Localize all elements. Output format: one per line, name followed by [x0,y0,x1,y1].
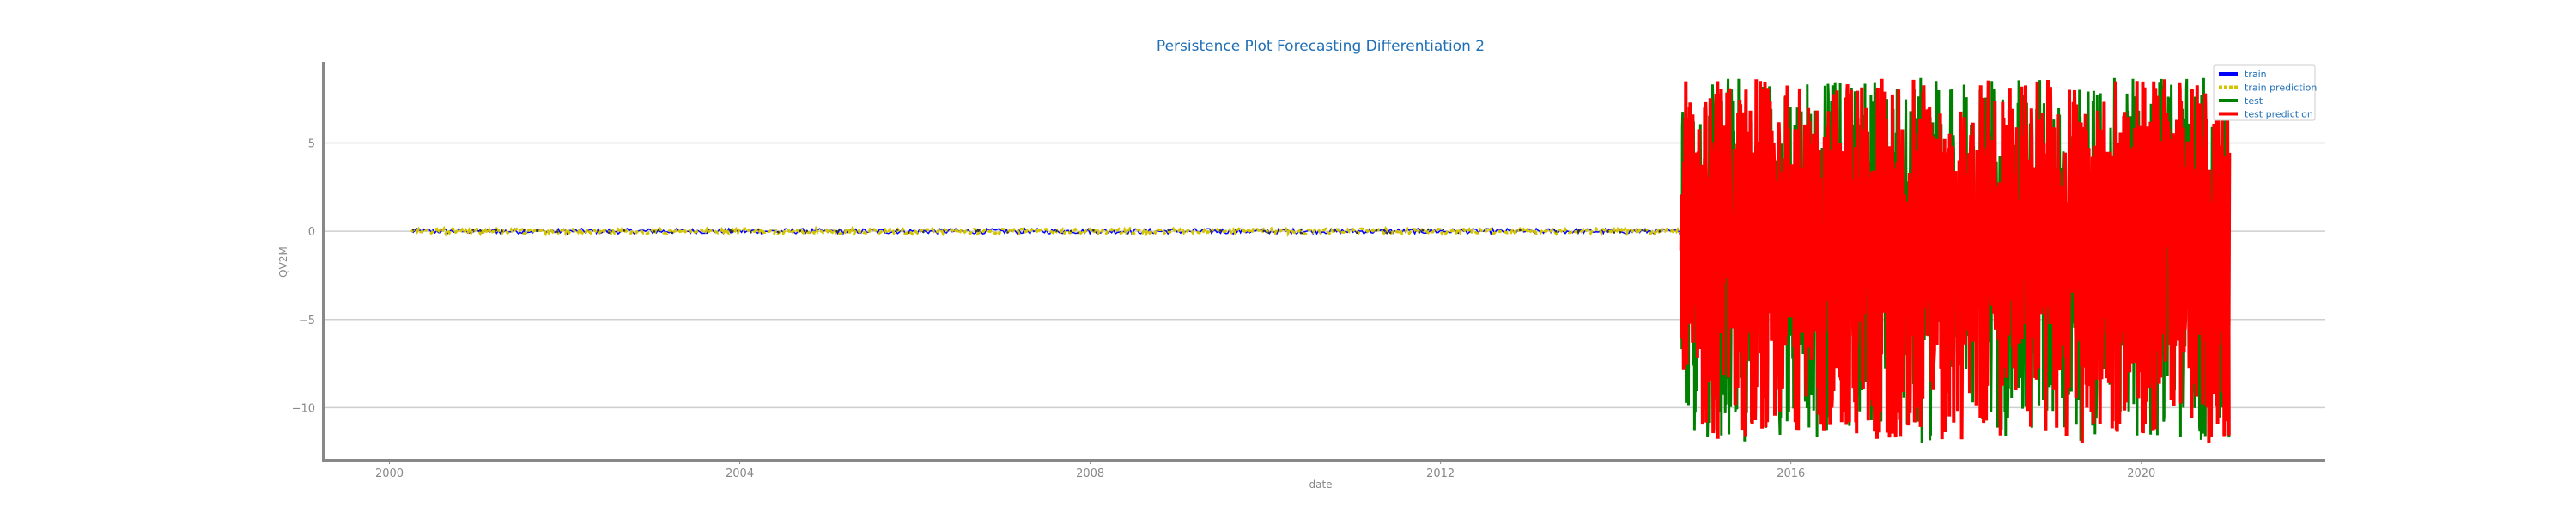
series-train-point [1385,231,1388,235]
series-train-point [1267,231,1270,235]
series-train-point [1092,229,1095,232]
legend-label: test [2245,95,2263,107]
series-train-point [805,229,808,233]
y-tick-label: −10 [292,402,315,415]
series-train-point [556,230,559,233]
series-layer [410,77,2232,443]
series-train-point [1355,231,1358,235]
x-axis-label: date [1309,479,1332,491]
series-train-point [907,231,910,235]
series-train-point [1418,231,1421,234]
series-train-point [1427,228,1430,231]
series-train-point [777,231,780,234]
y-axis-label: QV2M [277,247,289,278]
series-train-point [412,228,415,231]
series-train-point [1333,229,1336,232]
series-train-point [495,229,498,232]
chart-title: Persistence Plot Forecasting Differentia… [1157,38,1485,55]
series-train-point [671,231,673,235]
series-train-point [1382,229,1386,232]
series-train-point [977,229,980,233]
series-train-point [1069,229,1072,233]
series-test-prediction-line-core [1679,146,2232,348]
series-train-point [657,229,660,232]
series-train-point [838,229,841,232]
series-train-point [536,229,538,232]
series-train-point [1658,230,1662,233]
legend-box [2213,64,2316,121]
x-tick-label: 2016 [1777,467,1805,480]
series-train-point [1643,229,1647,232]
series-train-point [730,229,733,233]
series-train-point [1299,231,1303,235]
series-train-point [1210,230,1212,233]
series-train-point [1613,231,1616,234]
series-train-point [1219,229,1222,232]
series-train-point [1006,231,1009,234]
series-train-point [523,229,526,231]
x-tick-label: 2020 [2127,467,2155,480]
series-train-point [1554,229,1558,233]
legend-item: test prediction [2219,109,2313,120]
series-train-point [1577,230,1579,234]
legend-item: train prediction [2219,82,2317,94]
series-train-point [1619,230,1622,234]
x-tick-label: 2008 [1076,467,1104,480]
series-train-point [1519,229,1522,232]
series-train-point [1388,231,1392,234]
series-train-point [750,231,752,234]
x-tick-label: 2004 [726,467,754,480]
series-train-point [1607,230,1609,233]
axes-layer [322,62,2325,462]
y-tick-label: 5 [308,137,315,150]
legend-label: test prediction [2245,109,2313,120]
series-train-point [756,228,760,231]
y-tick-label: 0 [308,226,315,239]
series-train-point [975,229,978,233]
series-train-point [479,229,482,232]
series-train-point [1300,228,1303,231]
legend-item: test [2219,95,2263,107]
series-train-point [1055,229,1058,233]
series-train-prediction-line [410,225,1682,238]
x-tick-label: 2000 [375,467,404,480]
series-train-point [922,230,925,234]
series-train-point [471,229,475,231]
series-train-point [835,229,838,233]
series-train-point [1421,229,1425,232]
series-train-point [1375,229,1378,232]
series-train-point [799,229,801,233]
legend-item: train [2219,69,2267,80]
series-train-point [501,229,503,233]
series-train-point [623,229,626,232]
series-train-point [607,231,611,235]
series-train-point [1442,228,1445,231]
series-train-point [896,229,899,231]
legend-label: train prediction [2245,82,2317,94]
x-tick-label: 2012 [1426,467,1455,480]
tick-layer: 5 0 −5 −10 2000 2004 2008 2012 2016 2020 [292,137,2156,480]
series-train-point [1077,231,1079,235]
y-tick-label: −5 [299,314,315,327]
series-train-point [1167,229,1170,232]
series-train-point [1262,229,1265,233]
legend-label: train [2245,69,2267,80]
series-train-point [653,230,656,233]
series-train-point [1577,229,1580,232]
